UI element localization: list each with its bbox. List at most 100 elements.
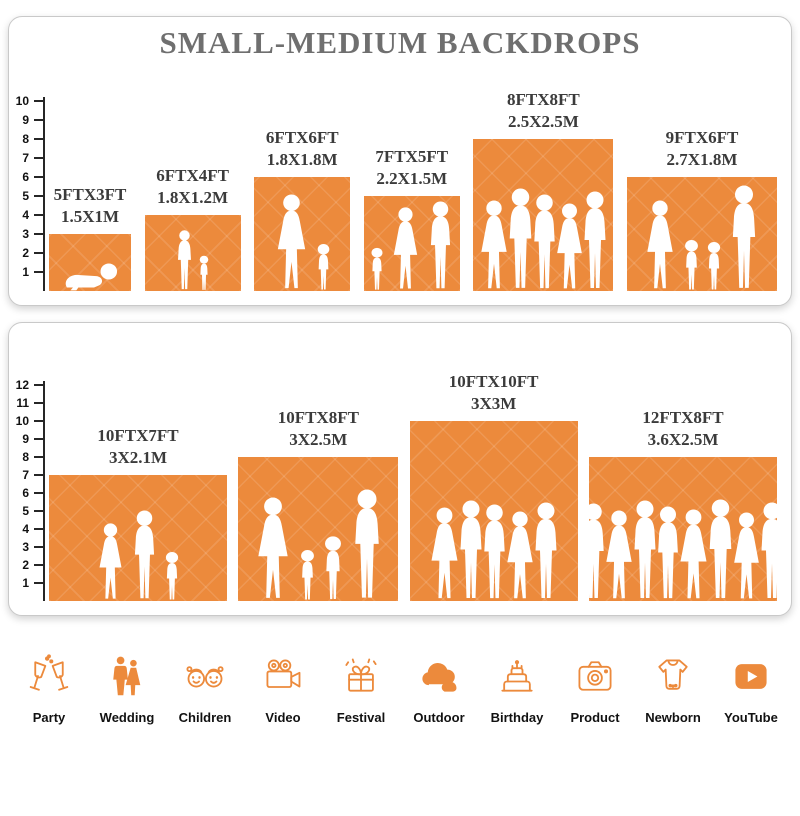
ruler-tick-mark <box>34 384 45 386</box>
backdrop-size-ft: 10FTX8FT <box>277 407 359 427</box>
backdrop-size-label: 6FTX4FT 1.8X1.2M <box>156 165 229 209</box>
category-label: Video <box>265 710 301 725</box>
backdrop-block: 6FTX6FT 1.8X1.8M <box>254 127 350 291</box>
person-silhouette <box>178 230 192 290</box>
person-silhouette <box>634 500 656 598</box>
backdrop-rectangle <box>254 177 350 291</box>
backdrop-size-m: 3X2.1M <box>108 447 168 467</box>
backdrop-row: 10FTX7FT 3X2.1M 10FTX8FT 3X2.5M 10FTX10FT 3X3… <box>49 371 777 601</box>
ruler-tick-mark <box>34 564 45 566</box>
backdrop-rectangle <box>145 215 241 291</box>
backdrop-size-label: 6FTX6FT 1.8X1.8M <box>266 127 339 171</box>
backdrop-block: 10FTX10FT 3X3M <box>410 371 578 601</box>
person-silhouette <box>99 523 122 599</box>
ruler-tick-number: 2 <box>22 558 29 572</box>
category-label: Party <box>32 710 66 725</box>
backdrop-block: 7FTX5FT 2.2X1.5M <box>364 146 460 291</box>
backdrop-row: 5FTX3FT 1.5X1M 6FTX4FT 1.8X1.2M 6FTX6FT 1.8X1… <box>49 89 777 291</box>
backdrop-rectangle <box>49 475 227 601</box>
ruler-tick-mark <box>34 176 45 178</box>
backdrop-size-m: 2.2X1.5M <box>376 168 448 188</box>
ruler-axis-line <box>43 381 45 601</box>
ruler-tick-mark <box>34 252 45 254</box>
category-item-outdoor: Outdoor <box>406 654 472 725</box>
ruler-tick-number: 9 <box>22 113 29 127</box>
ruler-tick-mark <box>34 233 45 235</box>
ruler-tick-number: 1 <box>22 576 29 590</box>
ruler-tick-number: 9 <box>22 432 29 446</box>
person-silhouette <box>761 502 777 599</box>
ruler-tick-mark <box>34 474 45 476</box>
panel-small-medium-backdrops: SMALL-MEDIUM BACKDROPS 1 2 3 4 5 6 7 8 9 10 5FTX3… <box>8 16 792 306</box>
ruler-tick-mark <box>34 119 45 121</box>
ruler-tick-number: 11 <box>16 396 29 410</box>
child-silhouette <box>324 536 341 600</box>
category-label: Newborn <box>645 710 701 725</box>
person-silhouette <box>355 489 379 598</box>
backdrop-size-label: 10FTX8FT 3X2.5M <box>278 407 359 451</box>
backdrop-size-m: 1.5X1M <box>60 206 120 226</box>
ruler-tick-number: 3 <box>22 227 29 241</box>
category-item-newborn: Newborn <box>640 654 706 725</box>
backdrop-size-m: 3.6X2.5M <box>647 429 719 449</box>
backdrop-block: 10FTX7FT 3X2.1M <box>49 425 227 601</box>
backdrop-block: 10FTX8FT 3X2.5M <box>238 407 398 601</box>
backdrop-rectangle <box>238 457 398 601</box>
ruler-tick-number: 10 <box>15 94 29 108</box>
size-comparison-stage: 1 2 3 4 5 6 7 8 9 10 11 12 10FTX7FT 3X2.1M 10FTX8FT 3X… <box>9 331 791 615</box>
baby-silhouette <box>65 263 117 291</box>
person-silhouette <box>680 509 707 599</box>
backdrop-size-ft: 9FTX6FT <box>665 127 739 147</box>
backdrop-size-m: 3X2.5M <box>289 429 348 449</box>
ruler-tick-mark <box>34 402 45 404</box>
category-row: Party Wedding Children Video Festival Outdoor… <box>0 654 800 725</box>
panel-large-backdrops: 1 2 3 4 5 6 7 8 9 10 11 12 10FTX7FT 3X2.1M 10FTX8FT 3X… <box>8 322 792 616</box>
newborn-icon <box>658 659 688 690</box>
ruler-tick-mark <box>34 195 45 197</box>
ruler-tick-number: 4 <box>22 522 29 536</box>
backdrop-size-label: 5FTX3FT 1.5X1M <box>54 184 127 228</box>
backdrop-size-ft: 5FTX3FT <box>53 184 127 204</box>
height-ruler: 1 2 3 4 5 6 7 8 9 10 <box>15 93 45 291</box>
backdrop-block: 12FTX8FT 3.6X2.5M <box>588 407 777 601</box>
ruler-tick-mark <box>34 582 45 584</box>
backdrop-size-m: 3X3M <box>470 393 517 413</box>
backdrop-rectangle <box>627 177 777 291</box>
wedding-icon <box>113 656 141 696</box>
children-icon <box>186 666 224 688</box>
ruler-tick-number: 6 <box>22 486 29 500</box>
ruler-tick-number: 12 <box>15 378 29 392</box>
child-silhouette <box>300 550 314 600</box>
backdrop-rectangle <box>364 196 460 291</box>
person-silhouette <box>278 194 306 289</box>
ruler-tick-mark <box>34 528 45 530</box>
category-item-festival: Festival <box>328 654 394 725</box>
ruler-tick-number: 4 <box>22 208 29 222</box>
backdrop-block: 5FTX3FT 1.5X1M <box>49 184 131 291</box>
ruler-axis-line <box>43 97 45 291</box>
person-silhouette <box>534 194 555 289</box>
ruler-tick-number: 8 <box>22 132 29 146</box>
youtube-icon <box>735 664 767 689</box>
backdrop-size-label: 9FTX6FT 2.7X1.8M <box>666 127 739 171</box>
person-silhouette <box>709 499 732 598</box>
category-item-product: Product <box>562 654 628 725</box>
ruler-tick-mark <box>34 157 45 159</box>
category-item-party: Party <box>16 654 82 725</box>
backdrop-size-ft: 6FTX4FT <box>156 165 229 185</box>
backdrop-size-label: 10FTX10FT 3X3M <box>449 371 539 415</box>
child-silhouette <box>371 247 383 290</box>
backdrop-size-ft: 7FTX5FT <box>375 146 449 166</box>
ruler-tick-number: 2 <box>22 246 29 260</box>
child-silhouette <box>165 552 179 600</box>
category-item-video: Video <box>250 654 316 725</box>
ruler-tick-number: 10 <box>15 414 29 428</box>
ruler-tick-mark <box>34 100 45 102</box>
person-silhouette <box>588 503 604 599</box>
category-item-wedding: Wedding <box>94 654 160 725</box>
person-silhouette <box>584 191 606 288</box>
backdrop-size-ft: 12FTX8FT <box>642 407 724 427</box>
child-silhouette <box>199 255 209 290</box>
ruler-tick-mark <box>34 492 45 494</box>
backdrop-size-ft: 6FTX6FT <box>265 127 339 147</box>
